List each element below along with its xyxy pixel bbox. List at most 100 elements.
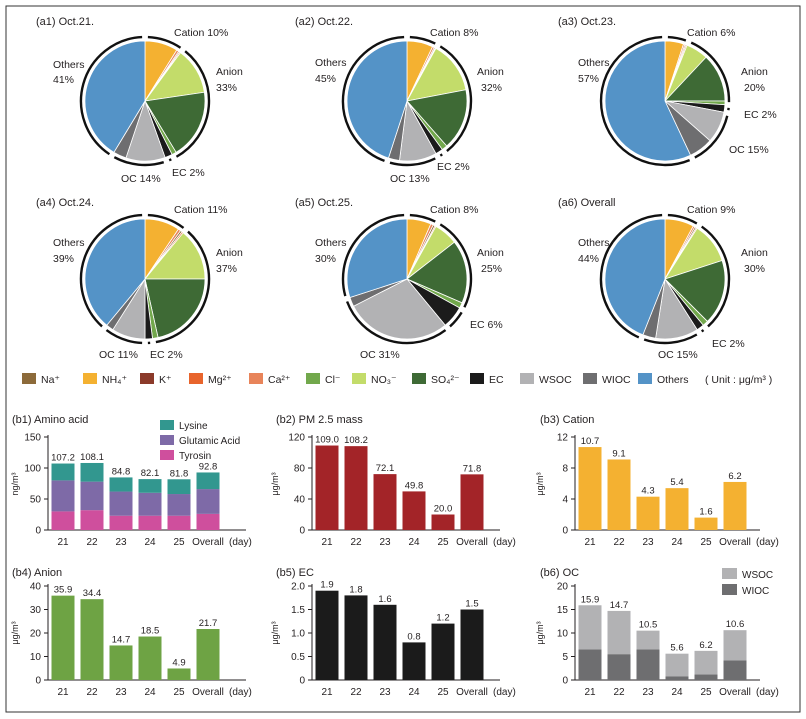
x-tick-label: 24 bbox=[671, 687, 683, 698]
legend-label-na: Na⁺ bbox=[41, 374, 60, 386]
pie-group-arc-anion bbox=[439, 45, 473, 152]
bar-segment-glutamic bbox=[167, 494, 191, 516]
legend-item-mg: Mg²⁺ bbox=[189, 373, 232, 386]
bar-segment-tyrosin bbox=[51, 511, 75, 530]
bar bbox=[196, 629, 220, 680]
pie-title: (a1) Oct.21. bbox=[36, 16, 94, 28]
pie-label-oc: OC 15% bbox=[658, 349, 698, 361]
bar bbox=[665, 488, 689, 530]
pie-label-others: Others bbox=[315, 57, 347, 69]
pie-label-cation: Cation 9% bbox=[687, 204, 735, 216]
legend-swatch-lysine bbox=[160, 420, 174, 430]
pie-group-arc-cation bbox=[409, 35, 436, 45]
legend-label-wsoc: WSOC bbox=[539, 374, 572, 386]
bar bbox=[431, 623, 455, 680]
bar-chart-2: (b2) PM 2.5 mass μg/m³ 0 40 80 120 109.0 21 108.… bbox=[270, 414, 516, 548]
bar bbox=[723, 481, 747, 530]
pie-group-arc-cation bbox=[147, 35, 182, 49]
legend-item-nh4: NH₄⁺ bbox=[83, 373, 127, 386]
x-tick-label: 25 bbox=[700, 537, 712, 548]
legend-swatch-wioc bbox=[583, 373, 597, 384]
bar-value-label: 4.9 bbox=[172, 657, 185, 668]
bar bbox=[167, 668, 191, 680]
bar-total-label: 84.8 bbox=[112, 466, 131, 477]
bar-total-label: 107.2 bbox=[51, 453, 75, 464]
legend-unit: ( Unit : μg/m³ ) bbox=[705, 374, 772, 386]
legend-swatch-tyrosin bbox=[160, 450, 174, 460]
legend-item-so4: SO₄²⁻ bbox=[412, 373, 460, 386]
legend-label-so4: SO₄²⁻ bbox=[431, 374, 460, 386]
y-tick-label: 0 bbox=[299, 676, 305, 687]
pie-label-ec: EC 6% bbox=[470, 319, 503, 331]
legend-swatch-so4 bbox=[412, 373, 426, 384]
pie-label-cation: Cation 8% bbox=[430, 27, 478, 39]
bar-chart-6: (b6) OC μg/m³ 0 5 10 15 20 15.9 21 14.7 22 10.5 23 5.… bbox=[535, 567, 779, 698]
bar bbox=[578, 447, 602, 530]
legend-label-lysine: Lysine bbox=[179, 421, 208, 432]
legend-item-na: Na⁺ bbox=[22, 373, 60, 386]
legend-item-ec: EC bbox=[470, 373, 504, 386]
bar bbox=[431, 514, 455, 530]
pie-group-arc-anion bbox=[690, 41, 731, 103]
pie-label-others-pct: 41% bbox=[53, 74, 74, 86]
bar-chart-title: (b3) Cation bbox=[540, 414, 594, 426]
pie-charts: (a1) Oct.21. Cation 10% Anion 33% EC 2% OC 14… bbox=[36, 16, 777, 361]
pie-title: (a2) Oct.22. bbox=[295, 16, 353, 28]
bar-segment-glutamic bbox=[80, 481, 104, 511]
pie-group-arc-others bbox=[599, 213, 663, 339]
x-tick-label: 24 bbox=[408, 687, 420, 698]
bar-segment-tyrosin bbox=[196, 513, 220, 530]
y-tick-label: 1.0 bbox=[291, 629, 305, 640]
pie-group-arc-oc bbox=[694, 115, 729, 159]
pie-group-arc-others bbox=[79, 213, 143, 328]
x-tick-label: Overall bbox=[456, 537, 488, 548]
pie-label-cation: Cation 11% bbox=[174, 204, 228, 216]
bar-value-label: 21.7 bbox=[199, 618, 218, 629]
bar-value-label: 4.3 bbox=[641, 486, 654, 497]
legend-swatch-wsoc bbox=[722, 568, 737, 579]
pie-group-arc-anion bbox=[175, 50, 211, 158]
bar-chart-3: (b3) Cation μg/m³ 0 4 8 12 10.7 21 9.1 22 4.3 23 5.4… bbox=[535, 414, 779, 548]
y-axis-label: μg/m³ bbox=[535, 621, 545, 644]
x-tick-label: 24 bbox=[671, 537, 683, 548]
bar-chart-1: (b1) Amino acid ng/m³ 0 50 100 150 107.2 21 108.… bbox=[10, 414, 252, 548]
pie-slice-others bbox=[84, 40, 146, 153]
pie-label-cation: Cation 10% bbox=[174, 27, 228, 39]
pie-group-arc-oc bbox=[389, 157, 436, 167]
pie-label-ec: EC 2% bbox=[437, 161, 470, 173]
bar-total-label: 92.8 bbox=[199, 461, 218, 472]
pie-label-others: Others bbox=[53, 237, 85, 249]
bar bbox=[344, 446, 368, 530]
bar-segment-tyrosin bbox=[138, 515, 162, 530]
y-tick-label: 0 bbox=[562, 676, 568, 687]
y-tick-label: 80 bbox=[294, 464, 306, 475]
legend-label-mg: Mg²⁺ bbox=[208, 374, 232, 386]
bar-chart-5: (b5) EC μg/m³ 0 0.5 1.0 1.5 2.0 1.9 21 1.8 22 1.6 23… bbox=[270, 567, 516, 698]
legend-label-cl: Cl⁻ bbox=[325, 374, 341, 386]
x-tick-label: 25 bbox=[437, 687, 449, 698]
bar-segment-lysine bbox=[80, 462, 104, 482]
pie-chart-5: (a5) Oct.25. Cation 8% Anion 25% EC 6% OC 31%… bbox=[295, 197, 504, 361]
bar-chart-title: (b6) OC bbox=[540, 567, 579, 579]
legend-label-others: Others bbox=[657, 374, 689, 386]
legend-label-nh4: NH₄⁺ bbox=[102, 374, 127, 386]
bar bbox=[109, 645, 133, 680]
bar-segment-wsoc bbox=[607, 610, 631, 655]
x-tick-label: 24 bbox=[408, 537, 420, 548]
pie-label-oc: OC 14% bbox=[121, 173, 161, 185]
pie-label-anion-pct: 25% bbox=[481, 263, 502, 275]
x-tick-label: 25 bbox=[173, 537, 185, 548]
pie-slice-others bbox=[84, 218, 146, 326]
legend-swatch-glutamic bbox=[160, 435, 174, 445]
bar bbox=[344, 595, 368, 680]
y-tick-label: 0 bbox=[35, 526, 41, 537]
bar-total-label: 81.8 bbox=[170, 468, 189, 479]
bar-chart-4: (b4) Anion μg/m³ 0 10 20 30 40 35.9 21 34.4 22 14.7… bbox=[10, 567, 252, 698]
pie-label-ec: EC 2% bbox=[744, 109, 777, 121]
legend-item-wioc: WIOC bbox=[583, 373, 631, 386]
pie-group-arc-ec bbox=[701, 329, 705, 333]
legend-swatch-others bbox=[638, 373, 652, 384]
bar-value-label: 10.7 bbox=[581, 436, 600, 447]
pie-slice-so4 bbox=[664, 259, 726, 322]
